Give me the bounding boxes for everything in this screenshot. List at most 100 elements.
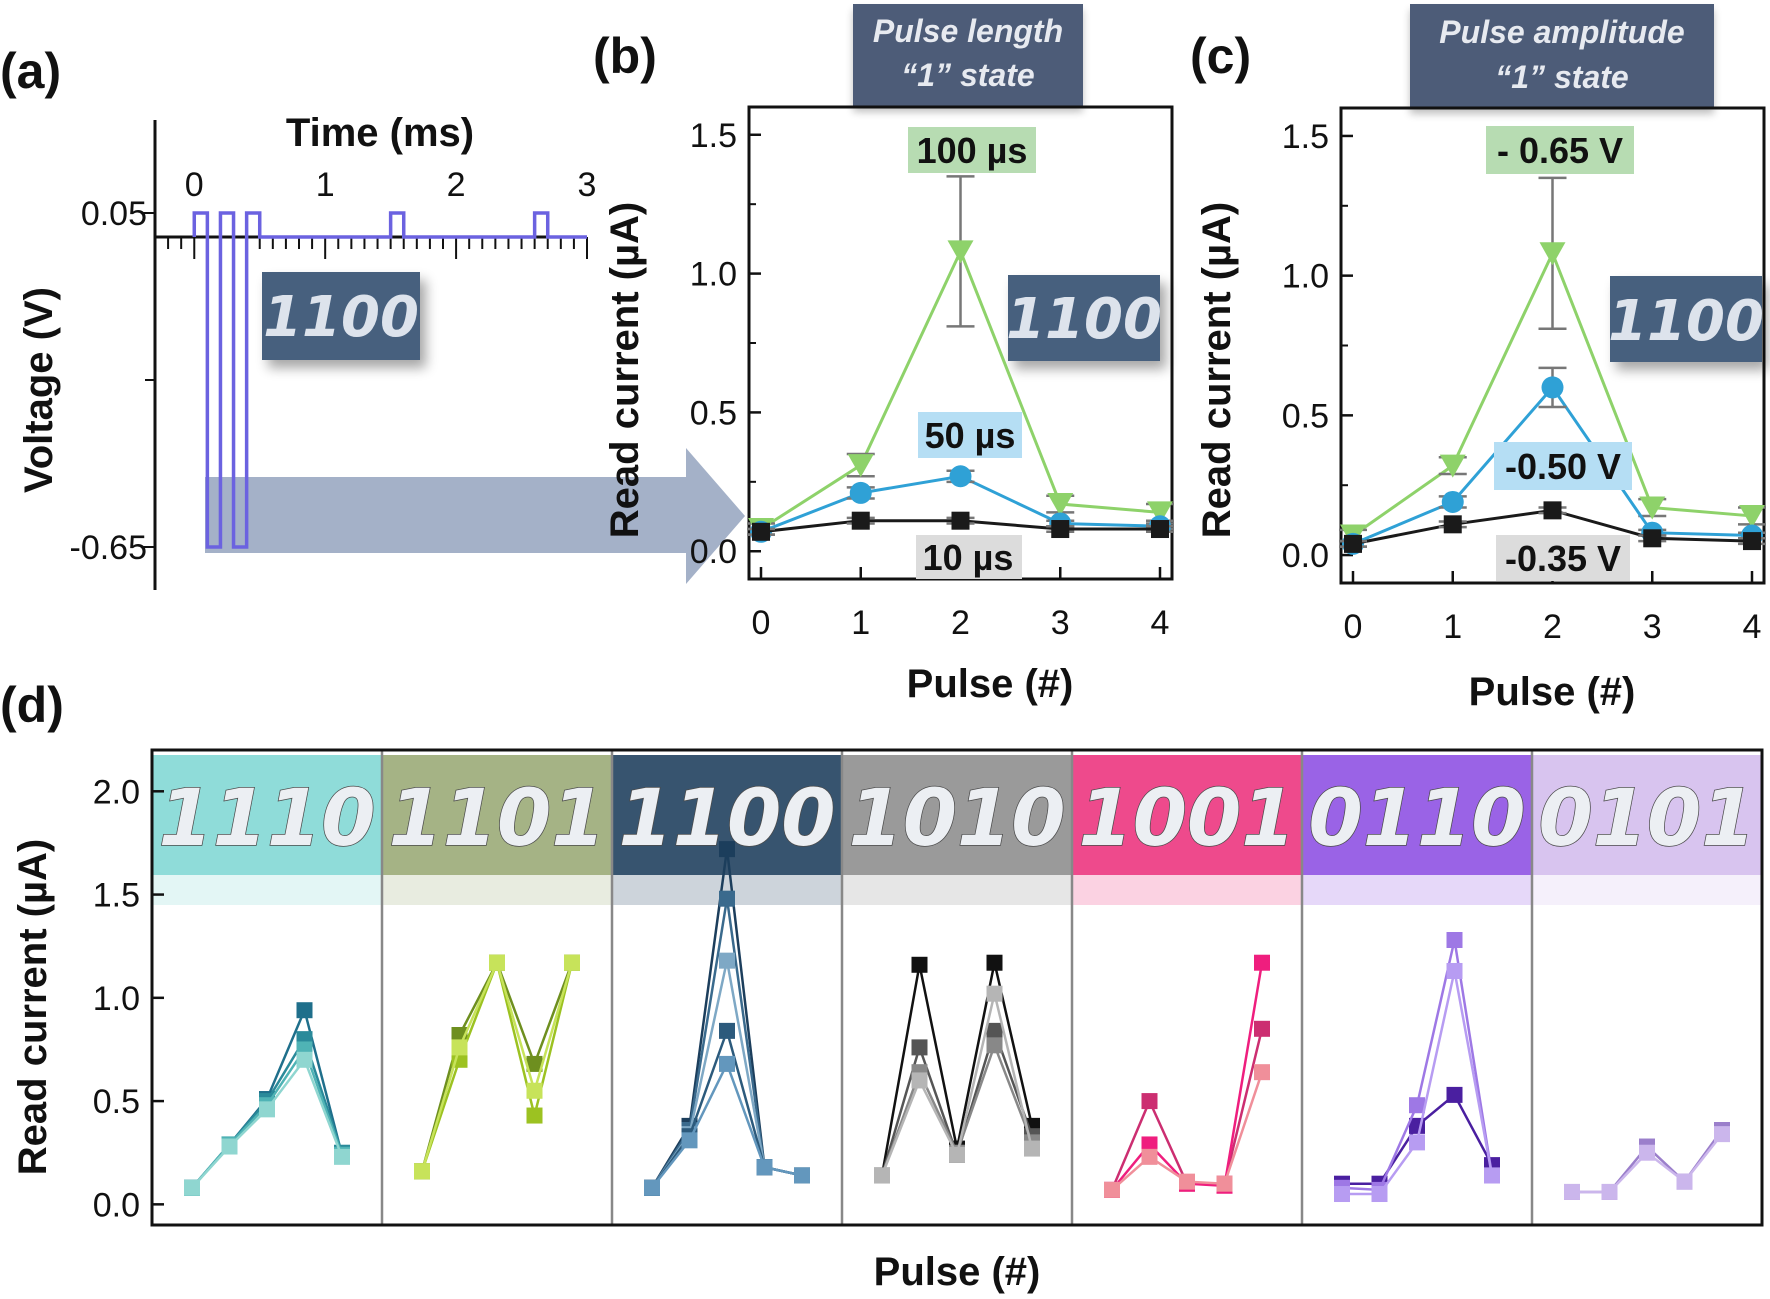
a-y-axis-title: Voltage (V) xyxy=(17,287,61,493)
a-x-tick-labels: 0 1 2 3 xyxy=(185,166,597,204)
d-point-square xyxy=(451,1039,468,1056)
d-series-line xyxy=(420,959,574,1172)
d-group-0110: 0110 xyxy=(1300,750,1532,1225)
d-point-square xyxy=(1024,1140,1040,1157)
d-series-line xyxy=(420,958,574,1172)
b-series-label-100us: 100 µs xyxy=(917,130,1028,171)
d-group-1010: 1010 xyxy=(840,750,1072,1225)
b-point-square xyxy=(1051,520,1070,539)
a-x-tick-label: 3 xyxy=(578,166,597,204)
c-x-tick-label: 3 xyxy=(1643,608,1662,646)
d-group-header-shadow xyxy=(842,875,1072,905)
d-group-1100: 1100 xyxy=(610,750,842,1225)
d-point-square xyxy=(296,1051,313,1068)
d-point-square xyxy=(1371,1186,1388,1203)
d-point-square xyxy=(719,890,735,907)
d-point-square xyxy=(1254,1064,1270,1081)
d-series-line xyxy=(651,1060,803,1189)
d-point-square xyxy=(986,985,1003,1002)
transition-arrow xyxy=(205,448,745,584)
b-y-tick-label: 0.5 xyxy=(690,394,737,432)
d-series-line xyxy=(650,1026,803,1189)
c-code-box: 1100 xyxy=(1608,276,1764,362)
d-point-square xyxy=(1254,954,1270,971)
a-y-tick-label: 0.05 xyxy=(81,195,147,233)
d-group-header-shadow xyxy=(1302,875,1532,905)
b-x-tick-label: 4 xyxy=(1151,604,1170,642)
d-point-square xyxy=(756,1159,773,1176)
c-title-line-1: Pulse amplitude xyxy=(1439,14,1684,50)
d-group-code-label: 1001 xyxy=(1078,774,1295,864)
b-x-tick-label: 2 xyxy=(951,604,970,642)
b-y-tick-label: 1.5 xyxy=(690,117,737,155)
a-x-tick-label: 2 xyxy=(447,166,466,204)
d-point-square xyxy=(1564,1183,1580,1200)
d-point-square xyxy=(221,1138,238,1155)
d-group-header-bg xyxy=(382,755,612,875)
b-y-axis-title: Read current (µA) xyxy=(603,202,647,538)
d-group-header-bg xyxy=(1072,755,1302,875)
b-point-square xyxy=(851,511,870,530)
a-x-tick-label: 0 xyxy=(185,166,204,204)
b-x-axis-title: Pulse (#) xyxy=(907,662,1074,706)
d-group-header-shadow xyxy=(1072,875,1302,905)
d-point-square xyxy=(911,1039,928,1056)
b-point-triangle xyxy=(1147,501,1173,525)
d-y-tick-label: 1.0 xyxy=(93,980,140,1018)
c-y-tick-label: 1.0 xyxy=(1282,258,1329,296)
b-y-tick-label: 0.0 xyxy=(690,533,737,571)
d-point-square xyxy=(296,1002,313,1019)
d-plot-frame xyxy=(150,748,1764,1227)
c-title-line-2: “1” state xyxy=(1495,59,1628,95)
panel-b: (b) Pulse length “1” state 0 1 2 3 4 0.0 0.5 1.… xyxy=(593,4,1174,706)
a-waveform-line xyxy=(192,211,587,549)
d-point-square xyxy=(526,1055,543,1072)
d-point-square xyxy=(681,1132,698,1149)
c-title-box: Pulse amplitude “1” state xyxy=(1410,4,1714,108)
b-series-label-10us: 10 µs xyxy=(923,537,1014,578)
d-point-square xyxy=(1141,1148,1158,1165)
d-point-square xyxy=(184,1179,200,1196)
panel-a: (a) 0 1 2 3 0.05 -0.65 Time (ms) Voltage (V)… xyxy=(0,43,596,590)
c-x-axis-title: Pulse (#) xyxy=(1469,670,1636,714)
c-x-tick-label: 0 xyxy=(1344,608,1363,646)
d-point-square xyxy=(794,1167,810,1184)
d-point-square xyxy=(949,1146,965,1163)
c-point-square xyxy=(1344,534,1362,553)
d-y-tick-label: 2.0 xyxy=(93,773,140,811)
c-series-label-035: -0.35 V xyxy=(1505,538,1621,579)
b-point-triangle xyxy=(847,454,874,478)
d-point-square xyxy=(1639,1144,1655,1161)
d-point-square xyxy=(1409,1097,1425,1114)
panel-label-b: (b) xyxy=(593,28,657,84)
d-y-tick-label: 0.0 xyxy=(93,1186,140,1224)
c-label-2: -0.35 V xyxy=(1496,535,1630,581)
d-group-code-label: 1101 xyxy=(388,774,605,864)
c-series-label-050: -0.50 V xyxy=(1505,446,1621,487)
d-group-1101: 1101 xyxy=(380,750,612,1225)
c-x-tick-label: 1 xyxy=(1443,608,1462,646)
b-label-1: 50 µs xyxy=(918,412,1022,458)
d-point-square xyxy=(1409,1134,1425,1151)
b-title-line-2: “1” state xyxy=(901,57,1034,93)
d-point-square xyxy=(564,954,580,971)
b-point-circle xyxy=(849,481,872,504)
d-point-square xyxy=(1104,1181,1120,1198)
d-point-square xyxy=(719,1022,735,1039)
b-code-label: 1100 xyxy=(1006,287,1162,352)
c-point-triangle xyxy=(1539,242,1566,266)
c-point-triangle xyxy=(1739,504,1765,528)
d-point-square xyxy=(259,1101,275,1118)
d-point-square xyxy=(1676,1173,1693,1190)
d-group-header-bg xyxy=(1532,755,1762,875)
d-groups: 1110 1101 1100 1010 1001 0110 0101 xyxy=(152,750,1762,1225)
d-point-square xyxy=(489,954,505,971)
panel-label-d: (d) xyxy=(0,677,64,733)
c-series xyxy=(1339,176,1766,555)
a-x-axis-title: Time (ms) xyxy=(286,111,474,155)
c-point-square xyxy=(1443,515,1462,534)
d-point-square xyxy=(986,954,1003,971)
c-point-circle xyxy=(1441,490,1464,513)
a-x-tick-label: 1 xyxy=(316,166,335,204)
